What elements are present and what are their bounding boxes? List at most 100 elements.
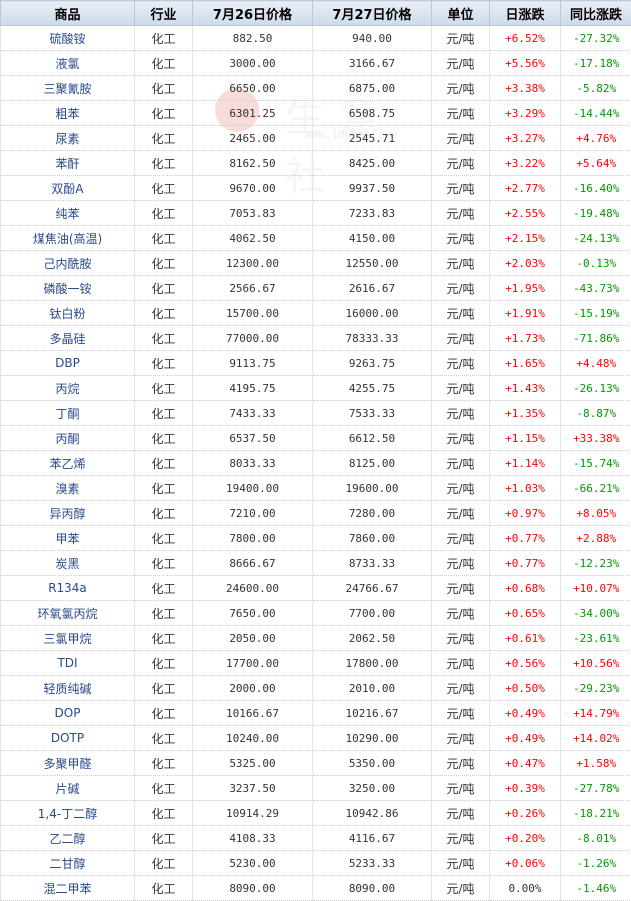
product-name-link[interactable]: 磷酸一铵 — [1, 276, 135, 301]
product-name-link[interactable]: DOTP — [1, 726, 135, 751]
header-yoy-change[interactable]: 同比涨跌 — [561, 1, 631, 26]
price-jul27-cell: 6875.00 — [313, 76, 432, 101]
yoy-change-cell: +4.48% — [561, 351, 631, 376]
unit-cell: 元/吨 — [432, 51, 490, 76]
product-name-link[interactable]: 苯乙烯 — [1, 451, 135, 476]
daily-change-cell: +1.15% — [490, 426, 561, 451]
price-jul26-cell: 4108.33 — [193, 826, 313, 851]
price-jul26-cell: 10240.00 — [193, 726, 313, 751]
product-name-link[interactable]: 炭黑 — [1, 551, 135, 576]
industry-cell: 化工 — [135, 201, 193, 226]
price-jul27-cell: 5233.33 — [313, 851, 432, 876]
header-price-jul26[interactable]: 7月26日价格 — [193, 1, 313, 26]
price-jul26-cell: 8033.33 — [193, 451, 313, 476]
product-name-link[interactable]: 三氯甲烷 — [1, 626, 135, 651]
product-name-link[interactable]: 1,4-丁二醇 — [1, 801, 135, 826]
yoy-change-cell: -26.13% — [561, 376, 631, 401]
product-name-link[interactable]: DOP — [1, 701, 135, 726]
industry-cell: 化工 — [135, 226, 193, 251]
product-name-link[interactable]: 丙酮 — [1, 426, 135, 451]
product-name-link[interactable]: 多晶硅 — [1, 326, 135, 351]
product-name-link[interactable]: 异丙醇 — [1, 501, 135, 526]
daily-change-cell: +0.20% — [490, 826, 561, 851]
product-name-link[interactable]: DBP — [1, 351, 135, 376]
price-jul26-cell: 9113.75 — [193, 351, 313, 376]
industry-cell: 化工 — [135, 676, 193, 701]
price-jul27-cell: 5350.00 — [313, 751, 432, 776]
industry-cell: 化工 — [135, 726, 193, 751]
unit-cell: 元/吨 — [432, 176, 490, 201]
industry-cell: 化工 — [135, 251, 193, 276]
yoy-change-cell: +2.88% — [561, 526, 631, 551]
header-price-jul27[interactable]: 7月27日价格 — [313, 1, 432, 26]
industry-cell: 化工 — [135, 151, 193, 176]
product-name-link[interactable]: 液氯 — [1, 51, 135, 76]
product-name-link[interactable]: 尿素 — [1, 126, 135, 151]
daily-change-cell: +2.03% — [490, 251, 561, 276]
daily-change-cell: +1.35% — [490, 401, 561, 426]
industry-cell: 化工 — [135, 501, 193, 526]
product-name-link[interactable]: 纯苯 — [1, 201, 135, 226]
product-name-link[interactable]: 环氧氯丙烷 — [1, 601, 135, 626]
header-unit[interactable]: 单位 — [432, 1, 490, 26]
header-product[interactable]: 商品 — [1, 1, 135, 26]
product-name-link[interactable]: 混二甲苯 — [1, 876, 135, 901]
industry-cell: 化工 — [135, 426, 193, 451]
unit-cell: 元/吨 — [432, 751, 490, 776]
industry-cell: 化工 — [135, 876, 193, 901]
price-jul27-cell: 9937.50 — [313, 176, 432, 201]
price-jul26-cell: 12300.00 — [193, 251, 313, 276]
yoy-change-cell: -18.21% — [561, 801, 631, 826]
price-jul26-cell: 10166.67 — [193, 701, 313, 726]
product-name-link[interactable]: 硫酸铵 — [1, 26, 135, 51]
header-daily-change[interactable]: 日涨跌 — [490, 1, 561, 26]
product-name-link[interactable]: 苯酐 — [1, 151, 135, 176]
product-name-link[interactable]: 丁酮 — [1, 401, 135, 426]
product-name-link[interactable]: 轻质纯碱 — [1, 676, 135, 701]
price-jul27-cell: 6508.75 — [313, 101, 432, 126]
yoy-change-cell: -34.00% — [561, 601, 631, 626]
yoy-change-cell: +10.07% — [561, 576, 631, 601]
daily-change-cell: +0.39% — [490, 776, 561, 801]
product-name-link[interactable]: 三聚氰胺 — [1, 76, 135, 101]
product-name-link[interactable]: 丙烷 — [1, 376, 135, 401]
yoy-change-cell: +5.64% — [561, 151, 631, 176]
product-name-link[interactable]: 多聚甲醛 — [1, 751, 135, 776]
price-jul27-cell: 10290.00 — [313, 726, 432, 751]
product-name-link[interactable]: 片碱 — [1, 776, 135, 801]
unit-cell: 元/吨 — [432, 826, 490, 851]
product-name-link[interactable]: 二甘醇 — [1, 851, 135, 876]
yoy-change-cell: -15.19% — [561, 301, 631, 326]
product-name-link[interactable]: R134a — [1, 576, 135, 601]
daily-change-cell: +0.77% — [490, 551, 561, 576]
daily-change-cell: +0.50% — [490, 676, 561, 701]
price-jul27-cell: 4255.75 — [313, 376, 432, 401]
price-jul27-cell: 8090.00 — [313, 876, 432, 901]
header-industry[interactable]: 行业 — [135, 1, 193, 26]
product-name-link[interactable]: 粗苯 — [1, 101, 135, 126]
unit-cell: 元/吨 — [432, 451, 490, 476]
product-name-link[interactable]: 己内酰胺 — [1, 251, 135, 276]
daily-change-cell: +1.91% — [490, 301, 561, 326]
product-name-link[interactable]: 双酚A — [1, 176, 135, 201]
product-name-link[interactable]: TDI — [1, 651, 135, 676]
table-header: 商品 行业 7月26日价格 7月27日价格 单位 日涨跌 同比涨跌 — [1, 1, 631, 26]
product-name-link[interactable]: 乙二醇 — [1, 826, 135, 851]
product-name-link[interactable]: 溴素 — [1, 476, 135, 501]
daily-change-cell: +0.97% — [490, 501, 561, 526]
product-name-link[interactable]: 甲苯 — [1, 526, 135, 551]
price-jul26-cell: 6537.50 — [193, 426, 313, 451]
product-name-link[interactable]: 钛白粉 — [1, 301, 135, 326]
price-jul27-cell: 4150.00 — [313, 226, 432, 251]
price-jul27-cell: 78333.33 — [313, 326, 432, 351]
product-name-link[interactable]: 煤焦油(高温) — [1, 226, 135, 251]
